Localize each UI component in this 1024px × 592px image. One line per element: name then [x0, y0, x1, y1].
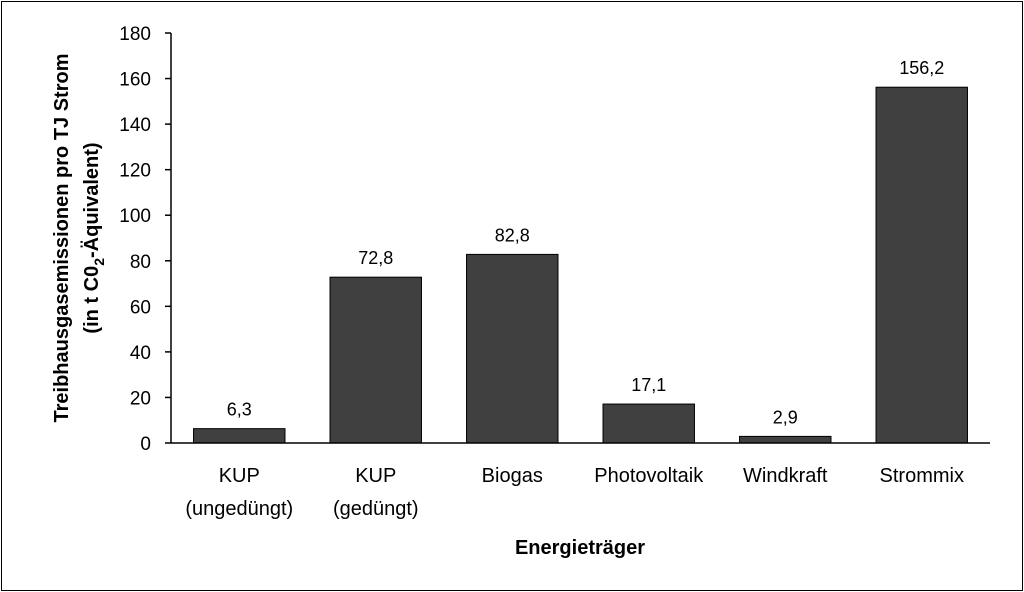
y-tick-label: 60	[130, 297, 151, 318]
y-axis-title-line1: Treibhausgasemissionen pro TJ Strom	[51, 54, 73, 423]
x-category-label: (gedüngt)	[333, 498, 419, 520]
y-tick-label: 160	[119, 70, 151, 91]
bar	[466, 253, 559, 444]
x-axis-title: Energieträger	[515, 537, 645, 559]
y-tick-label: 100	[119, 206, 151, 227]
y-tick-label: 180	[119, 24, 151, 45]
x-axis-categories: KUP (ungedüngt) KUP (gedüngt) Biogas Photovol…	[185, 465, 964, 520]
data-labels: 6,3 72,8 82,8 17,1 2,9 156,2	[227, 58, 945, 427]
bar-value-label: 2,9	[773, 407, 798, 427]
x-category-label: Strommix	[880, 465, 964, 487]
y-axis-title-prefix: (in t C0	[81, 266, 103, 334]
bar-value-label: 6,3	[227, 400, 252, 420]
y-tick-label: 0	[140, 434, 151, 455]
y-axis-title-suffix: -Äquivalent)	[80, 142, 103, 258]
bar	[602, 403, 695, 444]
bar	[739, 435, 832, 444]
bar-value-label: 156,2	[899, 58, 944, 78]
x-category-label: KUP	[219, 465, 260, 487]
bar	[329, 276, 422, 444]
y-tick-label: 40	[130, 343, 151, 364]
x-category-label: Photovoltaik	[594, 465, 704, 487]
x-category-label: Biogas	[482, 465, 543, 487]
bar-value-label: 82,8	[495, 225, 530, 245]
y-tick-label: 20	[130, 388, 151, 409]
y-tick-label: 80	[130, 252, 151, 273]
x-category-label: KUP	[355, 465, 396, 487]
x-category-label: (ungedüngt)	[185, 498, 293, 520]
y-axis-title-line2: (in t C02-Äquivalent)	[80, 142, 107, 333]
y-tick-label: 120	[119, 161, 151, 182]
x-category-label: Windkraft	[743, 465, 828, 487]
bars	[193, 86, 968, 444]
y-axis-ticks: 0 20 40 60 80 100 120 140 160 180	[119, 24, 171, 455]
y-axis-title-subscript: 2	[91, 258, 107, 266]
bar-value-label: 72,8	[358, 248, 393, 268]
bar	[875, 86, 968, 444]
bar	[193, 428, 286, 444]
y-axis-title: Treibhausgasemissionen pro TJ Strom (in …	[51, 54, 107, 423]
bar-value-label: 17,1	[631, 375, 666, 395]
y-tick-label: 140	[119, 115, 151, 136]
